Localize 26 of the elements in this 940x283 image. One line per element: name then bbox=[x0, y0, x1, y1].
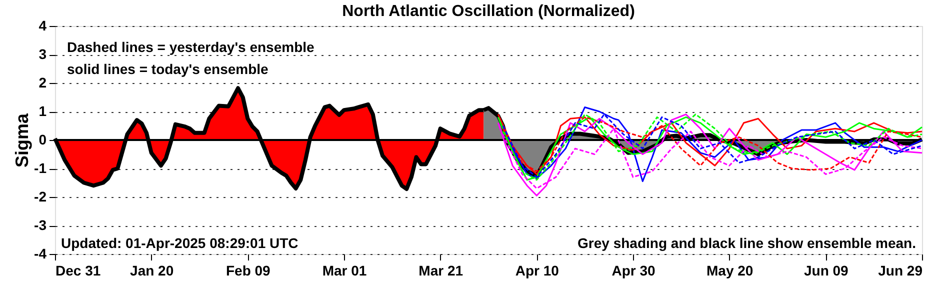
y-tick-label: -3 bbox=[34, 217, 47, 233]
x-tick-label: Jun 29 bbox=[878, 262, 923, 278]
line-series bbox=[497, 114, 923, 196]
x-tick-label: Mar 01 bbox=[322, 262, 367, 278]
annotation: solid lines = today's ensemble bbox=[67, 61, 269, 77]
annotation: Grey shading and black line show ensemble mean. bbox=[578, 235, 916, 251]
annotation: Updated: 01-Apr-2025 08:29:01 UTC bbox=[61, 235, 298, 251]
x-tick-label: May 20 bbox=[706, 262, 754, 278]
x-tick-label: Mar 21 bbox=[418, 262, 464, 278]
x-tick-label: Jun 09 bbox=[804, 262, 849, 278]
y-tick-label: -1 bbox=[34, 160, 47, 176]
x-tick-label: Dec 31 bbox=[56, 262, 101, 278]
x-tick-label: Apr 10 bbox=[515, 262, 560, 278]
y-tick-label: -4 bbox=[34, 246, 47, 262]
x-tick-label: Jan 20 bbox=[130, 262, 174, 278]
x-tick-label: Apr 30 bbox=[612, 262, 656, 278]
y-axis-title: Sigma bbox=[12, 112, 32, 168]
y-tick-label: 2 bbox=[38, 74, 47, 90]
annotation: Dashed lines = yesterday's ensemble bbox=[67, 39, 315, 55]
y-tick-label: 4 bbox=[38, 18, 47, 34]
y-tick-label: 3 bbox=[38, 46, 47, 62]
chart-title: North Atlantic Oscillation (Normalized) bbox=[342, 3, 635, 20]
x-tick-label: Feb 09 bbox=[226, 262, 271, 278]
y-tick-label: 1 bbox=[38, 103, 47, 119]
y-tick-label: -2 bbox=[34, 188, 47, 204]
y-tick-label: 0 bbox=[38, 132, 47, 148]
